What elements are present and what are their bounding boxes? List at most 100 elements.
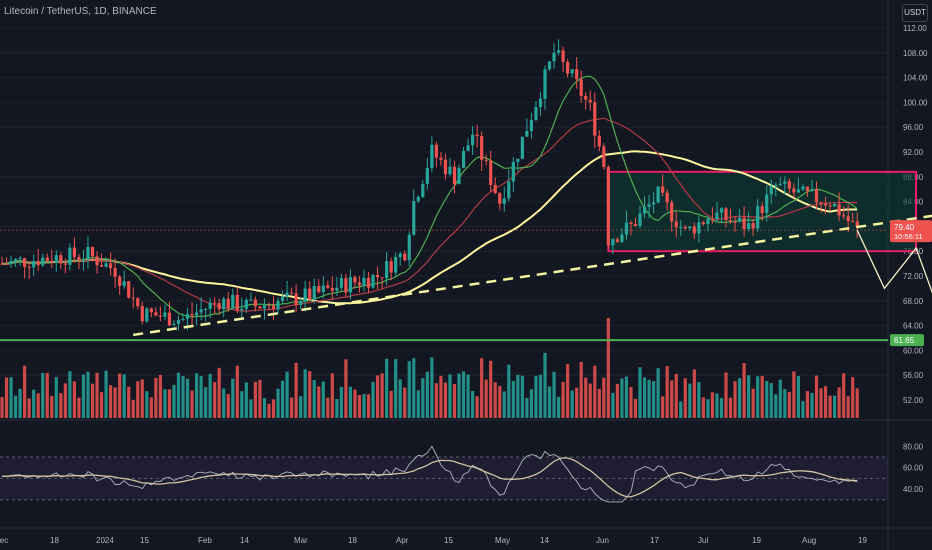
volume-bar	[538, 374, 543, 418]
volume-bar	[271, 399, 276, 418]
candle-body	[403, 253, 407, 261]
candle-body	[353, 277, 357, 283]
time-tick-label: Jul	[698, 536, 708, 545]
candle-body	[475, 134, 479, 137]
volume-bar	[633, 398, 638, 418]
candle-body	[624, 222, 629, 235]
time-tick-label: Jun	[596, 536, 609, 545]
candle-body	[547, 61, 552, 70]
support-label: 61.65	[894, 336, 915, 345]
candle-body	[823, 203, 828, 206]
volume-bar	[566, 364, 570, 418]
volume-bar	[217, 367, 221, 418]
volume-bar	[77, 397, 81, 418]
volume-bar	[81, 374, 86, 418]
candle-body	[317, 286, 321, 293]
candle-body	[190, 314, 194, 316]
volume-bar	[448, 374, 452, 418]
candle-body	[502, 198, 506, 204]
volume-bar	[199, 375, 203, 418]
volume-bar	[389, 390, 393, 418]
candle-body	[430, 144, 434, 168]
volume-bar	[728, 397, 733, 418]
volume-bar	[27, 398, 31, 418]
volume-bar	[638, 367, 642, 418]
countdown-label: 10:56:11	[894, 232, 923, 241]
candle-body	[276, 301, 280, 310]
volume-bar	[588, 383, 592, 418]
volume-bar	[68, 371, 72, 418]
candle-body	[95, 256, 99, 266]
candle-body	[597, 135, 601, 147]
volume-bar	[443, 382, 448, 418]
volume-bar	[167, 389, 172, 418]
candle-body	[814, 189, 819, 203]
volume-bar	[819, 388, 823, 418]
currency-button[interactable]: USDT	[902, 4, 928, 22]
volume-bar	[375, 375, 380, 418]
volume-bar	[131, 399, 135, 418]
candle-body	[805, 186, 810, 192]
candle-body	[561, 50, 565, 62]
candle-body	[439, 157, 443, 160]
price-tick-label: 60.00	[903, 346, 924, 355]
candle-body	[280, 296, 285, 302]
volume-bar	[674, 373, 678, 418]
candle-body	[448, 166, 452, 175]
price-tick-label: 112.00	[903, 24, 927, 33]
candle-body	[185, 314, 190, 319]
volume-bar	[362, 393, 366, 418]
candle-body	[267, 305, 271, 307]
price-tick-label: 64.00	[903, 322, 924, 331]
chart-title: Litecoin / TetherUS, 1D, BINANCE	[4, 6, 157, 17]
volume-bar	[606, 318, 610, 418]
volume-bar	[805, 391, 810, 418]
volume-bar	[339, 386, 343, 418]
candle-body	[59, 255, 63, 264]
volume-bar	[484, 379, 488, 418]
candle-body	[344, 278, 348, 293]
candle-body	[742, 217, 746, 230]
price-tick-label: 108.00	[903, 49, 928, 58]
candle-body	[855, 221, 859, 227]
candle-body	[118, 276, 122, 286]
volume-bar	[249, 399, 253, 418]
candle-body	[303, 288, 307, 302]
volume-bar	[149, 397, 153, 418]
candle-body	[140, 306, 144, 322]
candle-body	[398, 253, 402, 258]
volume-bar	[204, 387, 208, 418]
volume-bar	[796, 375, 800, 418]
price-tick-label: 92.00	[903, 148, 924, 157]
volume-bars	[0, 318, 859, 418]
volume-bar	[357, 395, 362, 418]
time-tick-label: Mar	[294, 536, 308, 545]
volume-bar	[299, 396, 303, 418]
candle-body	[312, 286, 316, 300]
candle-body	[434, 144, 438, 158]
time-tick-label: 19	[752, 536, 761, 545]
volume-bar	[783, 389, 787, 418]
candle-body	[13, 258, 18, 261]
candle-body	[642, 206, 647, 214]
volume-bar	[489, 360, 493, 418]
time-tick-label: Aug	[802, 536, 816, 545]
candle-body	[728, 220, 733, 222]
volume-bar	[647, 379, 651, 418]
volume-bar	[312, 379, 316, 418]
rsi-signal-line	[2, 457, 858, 498]
candle-body	[122, 281, 126, 286]
volume-bar	[547, 386, 552, 418]
volume-bar	[72, 381, 76, 418]
candle-body	[308, 288, 312, 300]
candle-body	[796, 189, 800, 193]
volume-bar	[95, 372, 99, 418]
candle-body	[213, 302, 217, 304]
volume-bar	[679, 401, 683, 418]
candle-body	[760, 206, 764, 213]
candle-body	[489, 160, 493, 186]
candle-body	[765, 194, 769, 213]
volume-bar	[520, 375, 524, 418]
